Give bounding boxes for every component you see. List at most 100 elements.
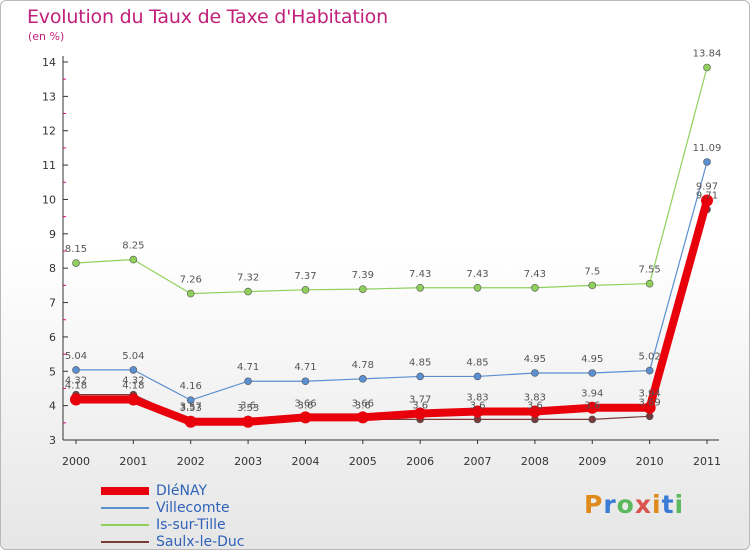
data-label: 4.16 xyxy=(180,381,202,392)
y-tick-label: 12 xyxy=(42,125,56,138)
data-label: 3.66 xyxy=(352,398,374,409)
data-label: 7.37 xyxy=(294,271,316,282)
data-label: 7.43 xyxy=(409,269,431,280)
data-point xyxy=(416,283,424,292)
x-tick-label: 2006 xyxy=(406,455,434,468)
logo-letter: i xyxy=(652,490,662,519)
y-tick-label: 5 xyxy=(49,365,56,378)
logo-letter: t xyxy=(661,490,675,519)
data-label: 9.71 xyxy=(696,190,718,201)
logo-letter: x xyxy=(634,490,652,519)
data-label: 3.77 xyxy=(409,395,431,406)
series-line xyxy=(75,161,708,401)
data-label: 11.09 xyxy=(693,143,722,154)
data-label: 3.6 xyxy=(412,400,428,411)
y-tick-label: 3 xyxy=(49,434,56,447)
x-tick-label: 2008 xyxy=(521,455,549,468)
x-tick-label: 2011 xyxy=(693,455,721,468)
data-point xyxy=(242,415,255,428)
x-tick-label: 2000 xyxy=(62,455,90,468)
data-point xyxy=(301,286,310,294)
series-line xyxy=(72,196,711,426)
legend-item: Villecomte xyxy=(101,500,301,516)
data-point xyxy=(70,393,82,406)
logo-letter: i xyxy=(674,490,685,519)
x-tick-label: 2002 xyxy=(177,455,205,468)
data-point xyxy=(244,377,252,386)
chart-title: Evolution du Taux de Taxe d'Habitation xyxy=(27,6,388,28)
legend-item: Saulx-le-Duc xyxy=(101,534,301,550)
data-label: 3.83 xyxy=(524,392,546,403)
x-tick-label: 2004 xyxy=(291,455,319,468)
data-label: 13.84 xyxy=(693,48,722,59)
data-label: 4.95 xyxy=(581,354,603,365)
data-label: 4.32 xyxy=(122,376,144,387)
legend-swatch xyxy=(101,541,149,543)
data-point xyxy=(473,372,482,381)
data-point xyxy=(588,369,597,377)
data-label: 3.66 xyxy=(294,398,316,409)
y-tick-label: 6 xyxy=(49,331,56,344)
data-point xyxy=(244,287,252,296)
data-label: 3.6 xyxy=(470,400,486,411)
data-point xyxy=(701,194,713,207)
logo-letter: o xyxy=(616,490,635,519)
series-line xyxy=(75,208,708,422)
data-point xyxy=(416,372,424,381)
data-label: 5.02 xyxy=(639,352,661,363)
data-point xyxy=(645,279,654,288)
proxiti-logo: Proxiti xyxy=(584,490,684,519)
legend-label: DIéNAY xyxy=(156,483,208,499)
x-tick-label: 2010 xyxy=(636,455,664,468)
y-tick-label: 8 xyxy=(49,262,56,275)
data-label: 3.94 xyxy=(639,389,661,400)
legend-swatch xyxy=(101,524,149,526)
data-point xyxy=(414,407,427,420)
data-point xyxy=(588,415,597,424)
data-label: 3.83 xyxy=(466,392,488,403)
legend-label: Saulx-le-Duc xyxy=(156,534,245,550)
data-label: 3.57 xyxy=(180,401,202,412)
legend-label: Is-sur-Tille xyxy=(156,517,226,533)
data-point xyxy=(645,366,654,375)
data-label: 7.32 xyxy=(237,273,259,284)
data-label: 8.25 xyxy=(122,241,144,252)
data-point xyxy=(471,405,484,418)
data-label: 3.6 xyxy=(240,400,256,411)
data-label: 4.32 xyxy=(65,376,87,387)
x-tick-label: 2005 xyxy=(349,455,377,468)
data-label: 3.94 xyxy=(581,389,603,400)
y-tick-label: 13 xyxy=(42,90,56,103)
data-label: 4.18 xyxy=(65,380,87,391)
data-point xyxy=(528,405,541,418)
unit-label: (en %) xyxy=(28,30,65,43)
legend-label: Villecomte xyxy=(156,500,230,516)
data-point xyxy=(72,366,80,374)
data-point xyxy=(703,158,711,166)
y-tick-label: 7 xyxy=(49,297,56,310)
x-tick-label: 2001 xyxy=(119,455,147,468)
data-label: 7.26 xyxy=(180,275,202,286)
data-point xyxy=(531,283,539,292)
y-tick-label: 11 xyxy=(42,159,56,172)
data-point xyxy=(645,412,654,421)
data-point xyxy=(359,375,367,383)
data-label: 4.18 xyxy=(122,380,144,391)
data-label: 4.78 xyxy=(352,360,374,371)
data-label: 9.97 xyxy=(696,181,718,192)
data-label: 4.71 xyxy=(237,362,259,373)
data-label: 4.71 xyxy=(294,362,316,373)
data-label: 3.53 xyxy=(237,403,259,414)
logo-letter: r xyxy=(603,490,617,519)
y-tick-label: 10 xyxy=(42,193,56,206)
data-label: 3.53 xyxy=(180,403,202,414)
data-label: 8.15 xyxy=(65,244,87,255)
logo-letter: P xyxy=(584,490,604,519)
data-label: 3.69 xyxy=(639,397,661,408)
data-point xyxy=(299,411,312,424)
data-label: 3.6 xyxy=(584,400,600,411)
data-label: 7.5 xyxy=(584,266,600,277)
data-point xyxy=(129,366,138,374)
